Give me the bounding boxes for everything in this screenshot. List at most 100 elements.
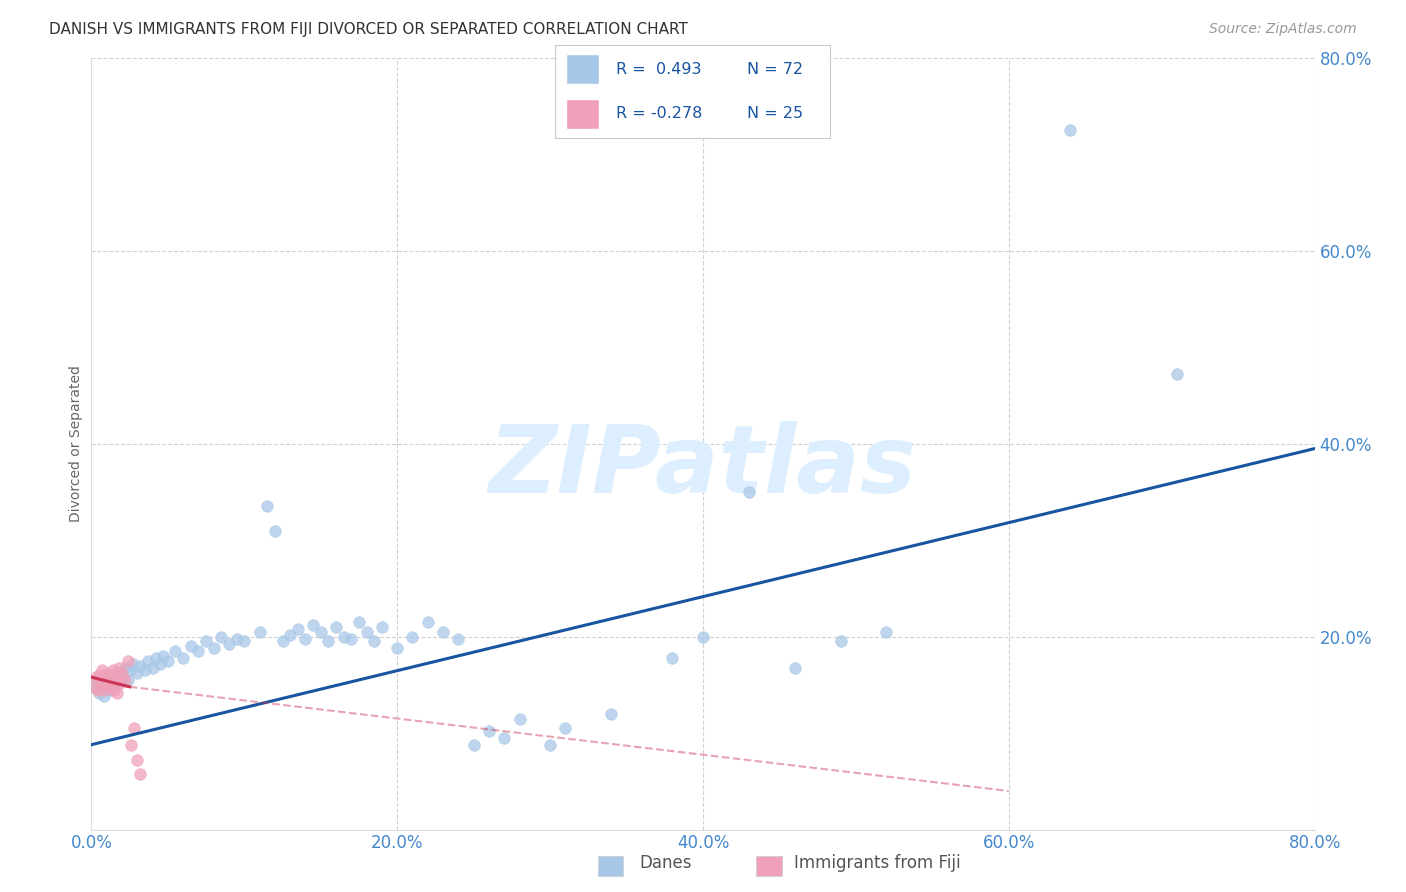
Point (875, 624, 898, 639)
Point (218, 637, 240, 651)
Point (96, 676, 118, 690)
Text: DANISH VS IMMIGRANTS FROM FIJI DIVORCED OR SEPARATED CORRELATION CHART: DANISH VS IMMIGRANTS FROM FIJI DIVORCED … (49, 22, 688, 37)
Point (195, 634, 218, 648)
Point (97, 666, 120, 681)
Point (87, 668, 110, 682)
Point (209, 630, 232, 644)
Point (340, 632, 363, 646)
Text: N = 25: N = 25 (748, 106, 803, 121)
Point (278, 628, 301, 642)
Point (83, 680, 105, 694)
Point (93, 690, 115, 704)
Point (332, 630, 354, 644)
Point (165, 644, 187, 658)
Point (141, 660, 163, 674)
Point (98, 682, 121, 697)
Point (202, 641, 225, 656)
Point (187, 644, 209, 658)
Point (385, 641, 409, 656)
Point (83, 680, 105, 694)
Point (538, 738, 561, 752)
Point (129, 766, 152, 780)
Point (98, 680, 121, 694)
Point (249, 624, 271, 639)
Point (136, 654, 159, 668)
Text: Immigrants from Fiji: Immigrants from Fiji (794, 855, 962, 872)
Y-axis label: Divorced or Separated: Divorced or Separated (69, 366, 83, 522)
Point (463, 738, 485, 752)
Point (117, 673, 139, 687)
Point (447, 632, 470, 646)
Point (118, 664, 141, 678)
Point (294, 632, 316, 646)
Text: Source: ZipAtlas.com: Source: ZipAtlas.com (1209, 22, 1357, 37)
Point (111, 670, 134, 684)
Point (478, 724, 501, 739)
Point (127, 753, 149, 767)
Point (401, 630, 423, 644)
Point (121, 657, 143, 671)
Point (271, 634, 294, 648)
Point (86, 682, 108, 697)
Point (129, 658, 152, 673)
Point (692, 630, 714, 644)
Point (117, 654, 139, 668)
Point (134, 664, 156, 678)
Point (661, 651, 683, 665)
Text: Danes: Danes (640, 855, 692, 872)
Point (103, 682, 125, 697)
Point (94, 670, 117, 684)
Point (100, 673, 122, 687)
Point (93, 682, 115, 697)
Point (738, 485, 761, 500)
Point (509, 712, 531, 726)
Point (86, 673, 108, 687)
Point (101, 664, 124, 678)
Point (264, 524, 287, 538)
Point (554, 721, 576, 735)
Point (114, 660, 136, 674)
Point (110, 676, 132, 690)
Point (363, 634, 385, 648)
Point (233, 634, 256, 648)
Point (149, 657, 172, 671)
Point (152, 648, 174, 663)
Point (120, 738, 142, 752)
Point (105, 685, 128, 699)
Point (180, 640, 202, 654)
Text: ZIPatlas: ZIPatlas (489, 421, 917, 513)
Point (96, 678, 118, 692)
Point (90, 676, 112, 690)
Point (325, 620, 347, 634)
Point (371, 620, 394, 634)
Point (416, 615, 439, 630)
Point (114, 673, 136, 687)
Point (108, 660, 131, 674)
Point (172, 651, 194, 665)
Point (256, 500, 278, 514)
Point (783, 660, 806, 674)
Point (84, 670, 107, 684)
Point (104, 670, 127, 684)
Point (91, 664, 114, 678)
Point (105, 673, 128, 687)
Point (494, 731, 516, 745)
Point (287, 622, 309, 636)
Point (111, 666, 134, 681)
Point (91, 678, 114, 692)
Point (87, 685, 110, 699)
FancyBboxPatch shape (567, 54, 599, 84)
Point (101, 668, 124, 682)
Point (318, 634, 340, 648)
Point (356, 624, 378, 639)
Point (830, 634, 852, 648)
Point (309, 624, 332, 639)
Point (103, 680, 125, 694)
Point (127, 666, 149, 681)
Text: N = 72: N = 72 (748, 62, 803, 78)
Point (1166, 368, 1188, 382)
Point (145, 651, 167, 665)
Point (347, 615, 370, 630)
Point (600, 706, 623, 721)
Point (122, 721, 145, 735)
